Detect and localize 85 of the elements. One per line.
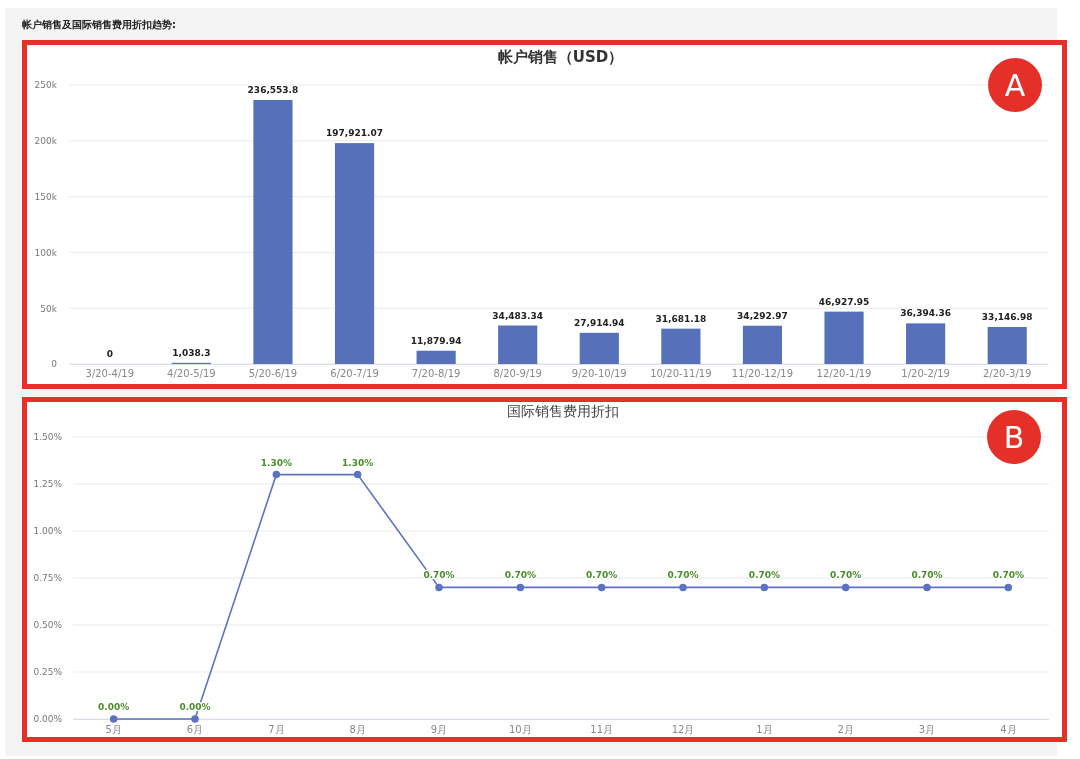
bar xyxy=(334,143,375,364)
bar xyxy=(906,323,946,364)
y-tick-label: 0 xyxy=(51,359,58,370)
bar xyxy=(416,350,456,364)
x-tick-label: 4/20-5/19 xyxy=(167,368,216,380)
data-label: 236,553.8 xyxy=(247,85,299,96)
point xyxy=(109,715,118,723)
annotation: B xyxy=(1003,419,1025,455)
x-tick-label: 9月 xyxy=(430,724,448,736)
x-tick-label: 1/20-2/19 xyxy=(901,368,950,380)
bar xyxy=(661,328,701,364)
x-tick-label: 10/20-11/19 xyxy=(650,368,712,380)
point xyxy=(923,583,931,592)
annotation: A xyxy=(1004,67,1026,103)
x-tick-label: 5/20-6/19 xyxy=(248,368,298,380)
data-label: 0.70% xyxy=(830,570,862,581)
y-tick-label: 150k xyxy=(34,191,58,202)
y-tick-label: 0.25% xyxy=(33,667,63,678)
bar xyxy=(253,100,293,364)
x-tick-label: 9/20-10/19 xyxy=(571,368,627,380)
data-label: 0.70% xyxy=(992,570,1024,581)
x-tick-label: 12/20-1/19 xyxy=(816,368,872,380)
x-tick-label: 5月 xyxy=(105,724,122,736)
x-tick-label: 7月 xyxy=(268,724,285,736)
point xyxy=(272,470,281,479)
data-label: 0.70% xyxy=(504,570,536,581)
y-tick-label: 200k xyxy=(34,136,58,147)
point xyxy=(679,583,687,592)
x-tick-label: 6月 xyxy=(186,724,204,736)
data-label: 197,921.07 xyxy=(326,128,384,139)
x-tick-label: 11月 xyxy=(590,724,614,736)
data-label: 36,394.36 xyxy=(900,308,951,319)
x-tick-label: 6/20-7/19 xyxy=(330,368,379,380)
y-tick-label: 100k xyxy=(34,247,58,258)
data-label: 34,483.34 xyxy=(492,310,544,321)
x-tick-label: 10月 xyxy=(508,724,532,736)
y-tick-label: 1.50% xyxy=(33,432,63,443)
data-label: 31,681.18 xyxy=(655,313,707,324)
data-label: 1,038.3 xyxy=(172,347,211,358)
point xyxy=(597,583,606,592)
bar xyxy=(824,311,864,364)
x-tick-label: 12月 xyxy=(671,724,695,736)
x-tick-label: 3/20-4/19 xyxy=(85,368,135,380)
data-label: 27,914.94 xyxy=(573,317,625,328)
bar xyxy=(987,327,1027,364)
data-label: 0.70% xyxy=(911,570,943,581)
data-label: 33,146.98 xyxy=(981,312,1033,323)
x-tick-label: 4月 xyxy=(1000,724,1017,736)
chart-title: 帐户销售（USD） xyxy=(497,48,624,67)
x-tick-label: 7/20-8/19 xyxy=(411,368,461,380)
data-label: 46,927.95 xyxy=(818,296,870,307)
text: 帐户销售及国际销售费用折扣趋势: xyxy=(22,19,176,30)
x-tick-label: 1月 xyxy=(756,724,773,736)
point xyxy=(760,583,769,592)
x-tick-label: 11/20-12/19 xyxy=(731,368,794,380)
bar xyxy=(498,325,538,364)
y-tick-label: 1.00% xyxy=(33,526,63,537)
y-tick-label: 250k xyxy=(34,80,58,91)
bar xyxy=(579,332,619,364)
data-label: 0.70% xyxy=(586,570,618,581)
point xyxy=(516,583,525,592)
y-tick-label: 50k xyxy=(40,303,58,314)
data-label: 34,292.97 xyxy=(737,310,788,321)
point xyxy=(435,583,443,592)
point xyxy=(1004,583,1013,592)
data-label: 11,879.94 xyxy=(410,335,462,346)
data-label: 0.00% xyxy=(98,702,130,712)
x-tick-label: 8月 xyxy=(349,724,366,736)
y-tick-label: 0.50% xyxy=(33,620,63,631)
point xyxy=(841,583,850,592)
point xyxy=(353,470,362,479)
y-tick-label: 0.75% xyxy=(33,573,63,584)
data-label: 1.30% xyxy=(342,457,374,468)
x-tick-label: 2/20-3/19 xyxy=(982,368,1032,380)
x-tick-label: 2月 xyxy=(837,724,854,736)
y-tick-label: 1.25% xyxy=(33,479,63,490)
bar xyxy=(742,325,783,364)
data-label: 0.70% xyxy=(748,570,780,581)
x-tick-label: 8/20-9/19 xyxy=(493,368,542,380)
data-label: 0.70% xyxy=(667,570,699,581)
data-label: 1.30% xyxy=(260,457,292,468)
x-tick-label: 3月 xyxy=(918,724,936,736)
y-tick-label: 0.00% xyxy=(33,714,63,725)
data-label: 0 xyxy=(106,349,113,359)
chart-title: 国际销售费用折扣 xyxy=(507,402,619,419)
